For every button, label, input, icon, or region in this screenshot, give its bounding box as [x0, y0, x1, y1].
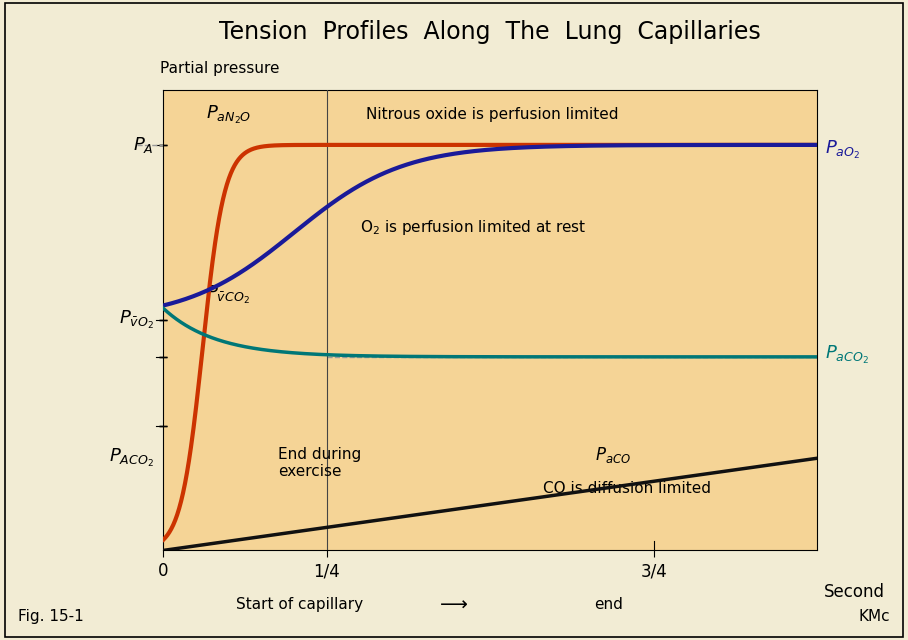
Text: Nitrous oxide is perfusion limited: Nitrous oxide is perfusion limited	[366, 107, 618, 122]
Text: End during
exercise: End during exercise	[278, 447, 361, 479]
Text: $P_{ACO_2}$: $P_{ACO_2}$	[109, 447, 153, 469]
Text: O$_2$ is perfusion limited at rest: O$_2$ is perfusion limited at rest	[360, 218, 586, 237]
Text: $P_{aCO_2}$: $P_{aCO_2}$	[825, 344, 869, 365]
Text: $P_{aO_2}$: $P_{aO_2}$	[825, 138, 860, 161]
Text: end: end	[594, 597, 623, 612]
Text: $P_{aN_2O}$: $P_{aN_2O}$	[206, 104, 252, 127]
Text: $P_{\bar{v}CO_2}$: $P_{\bar{v}CO_2}$	[206, 284, 250, 306]
Text: $P_{aCO}$: $P_{aCO}$	[595, 445, 631, 465]
Text: CO is diffusion limited: CO is diffusion limited	[543, 481, 711, 496]
Text: $P_{\bar{v}O_2}$: $P_{\bar{v}O_2}$	[119, 309, 153, 331]
Text: Fig. 15-1: Fig. 15-1	[18, 609, 84, 624]
Text: ⟶: ⟶	[440, 595, 468, 614]
Text: Second: Second	[824, 582, 884, 601]
Text: Tension  Profiles  Along  The  Lung  Capillaries: Tension Profiles Along The Lung Capillar…	[220, 19, 761, 44]
Text: KMc: KMc	[858, 609, 890, 624]
Text: $P_A$: $P_A$	[133, 135, 153, 155]
Text: Start of capillary: Start of capillary	[236, 597, 363, 612]
Text: Partial pressure: Partial pressure	[160, 61, 280, 76]
